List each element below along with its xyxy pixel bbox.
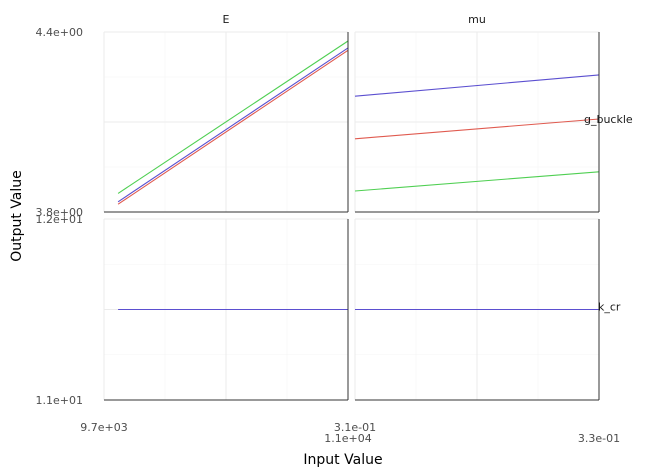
x-tick-label: 3.1e-01: [334, 421, 376, 434]
panel-mu-k_cr: [354, 218, 600, 401]
panel-mu-g_buckle: [354, 31, 600, 213]
series-line: [117, 47, 349, 203]
facet-row-label: g_buckle: [584, 113, 633, 126]
x-axis-title: Input Value: [303, 452, 382, 468]
series-line: [117, 49, 349, 205]
facet-strip-label: mu: [468, 13, 486, 26]
x-tick-label: 3.3e-01: [578, 432, 620, 445]
facet-row-label: k_cr: [598, 301, 621, 314]
ticks-layer: 3.8e+00 4.4e+00 1.1e+01 1.2e+01 9.7e+03 3.1e-…: [36, 26, 621, 445]
panel-E-g_buckle: [103, 31, 349, 213]
panel-E-k_cr: [103, 218, 349, 401]
y-tick-label: 3.8e+00: [36, 206, 83, 219]
y-tick-label: 1.1e+01: [36, 394, 83, 407]
y-tick-label: 4.4e+00: [36, 26, 83, 39]
y-tick-label: 1.2e+01: [36, 213, 83, 226]
series-line: [354, 171, 600, 192]
x-tick-label: 1.1e+04: [324, 432, 371, 445]
panels-layer: [103, 31, 600, 401]
y-axis-title: Output Value: [9, 170, 25, 262]
facet-strip-label: E: [223, 13, 230, 26]
series-line: [354, 74, 600, 97]
series-line: [354, 118, 600, 140]
x-tick-label: 9.7e+03: [80, 421, 127, 434]
series-line: [117, 40, 349, 194]
